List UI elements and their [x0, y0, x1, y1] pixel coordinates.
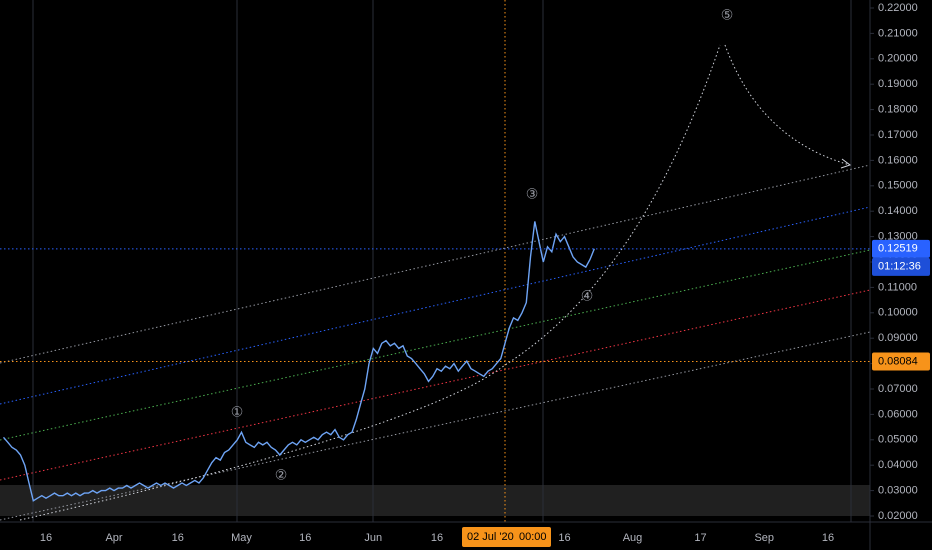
y-tick-label: 0.18000: [878, 104, 918, 116]
projection-curve: [724, 44, 851, 166]
wave-label: ⑤: [721, 7, 734, 23]
x-tick-label: 16: [822, 532, 834, 544]
channel: [0, 44, 871, 521]
x-tick-label: 16: [299, 532, 311, 544]
last-price-label: 0.12519: [878, 243, 918, 255]
y-tick-label: 0.13000: [878, 231, 918, 243]
y-tick-label: 0.09000: [878, 332, 918, 344]
y-tick-label: 0.21000: [878, 27, 918, 39]
y-tick-label: 0.16000: [878, 154, 918, 166]
y-tick-label: 0.17000: [878, 129, 918, 141]
y-tick-label: 0.14000: [878, 205, 918, 217]
x-tick-label: Aug: [623, 532, 643, 544]
x-tick-label: Apr: [105, 532, 122, 544]
x-tick-label: 17: [694, 532, 706, 544]
y-tick-label: 0.05000: [878, 434, 918, 446]
crosshair-date: 02 Jul '20: [467, 531, 514, 543]
projection-curve: [19, 44, 721, 521]
crosshair-time-box: [462, 527, 551, 547]
arrow-head: [840, 158, 852, 169]
x-tick-label: Jun: [364, 532, 382, 544]
countdown-box: [872, 257, 930, 276]
y-tick-label: 0.03000: [878, 485, 918, 497]
vertical-lines: [32, 0, 852, 522]
channel-line: [0, 206, 871, 405]
y-tick-label: 0.07000: [878, 383, 918, 395]
wave-label: ④: [581, 288, 594, 304]
y-tick-label: 0.20000: [878, 53, 918, 65]
y-tick-label: 0.04000: [878, 459, 918, 471]
crosshair-price-box: [872, 352, 930, 371]
x-tick-label: 16: [431, 532, 443, 544]
channel-line: [0, 249, 871, 441]
volume-band: [0, 485, 870, 516]
y-tick-label: 0.11000: [878, 281, 917, 293]
y-tick-label: 0.10000: [878, 307, 918, 319]
crosshair-price: 0.08084: [878, 355, 918, 367]
x-tick-label: May: [231, 532, 252, 544]
y-tick-label: 0.02000: [878, 510, 918, 522]
channel-line: [0, 289, 871, 481]
channel-line: [0, 331, 871, 521]
y-tick-label: 0.22000: [878, 2, 918, 14]
countdown: 01:12:36: [878, 261, 921, 273]
wave-label: ②: [275, 467, 288, 483]
last-price-box: [872, 239, 930, 258]
x-tick-label: 16: [40, 532, 52, 544]
x-tick-label: 16: [172, 532, 184, 544]
x-tick-label: 16: [558, 532, 570, 544]
wave-label: ③: [526, 186, 539, 202]
y-tick-label: 0.06000: [878, 408, 918, 420]
y-tick-label: 0.19000: [878, 78, 918, 90]
channel-line: [0, 164, 871, 364]
crosshair-time: 00:00: [519, 531, 547, 543]
y-tick-label: 0.15000: [878, 180, 918, 192]
x-tick-label: Sep: [754, 532, 774, 544]
wave-label: ①: [231, 404, 244, 420]
price-line: [2, 221, 595, 502]
